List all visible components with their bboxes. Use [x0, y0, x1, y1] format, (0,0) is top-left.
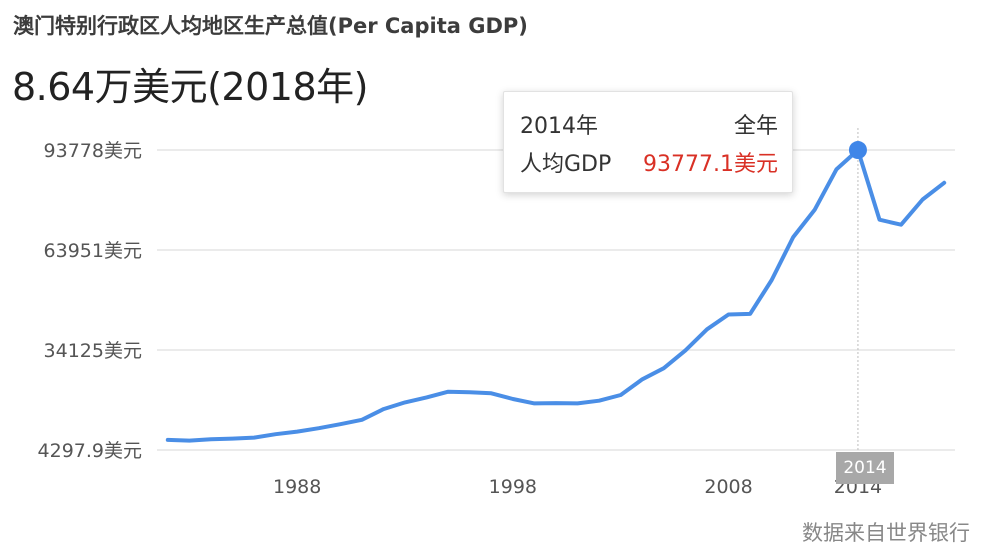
x-tick-label: 1998: [489, 476, 537, 498]
highlighted-point[interactable]: [848, 141, 867, 160]
y-axis-ticks: 93778美元 63951美元 34125美元 4297.9美元: [38, 140, 142, 462]
tooltip-period: 全年: [733, 114, 778, 139]
x-axis-ticks: 1988 1998 2008 2014: [273, 476, 882, 498]
x-tick-label: 2008: [704, 476, 752, 498]
chart-title: 澳门特别行政区人均地区生产总值(Per Capita GDP): [13, 14, 528, 38]
y-tick-label: 34125美元: [44, 340, 142, 362]
x-tick-label: 1988: [273, 476, 321, 498]
tooltip-metric: 人均GDP: [520, 152, 612, 177]
tooltip: 2014年 全年 人均GDP 93777.1美元: [503, 91, 793, 193]
series-line: [165, 148, 947, 443]
y-tick-label: 63951美元: [44, 240, 142, 262]
source-note: 数据来自世界银行: [802, 521, 970, 545]
y-tick-label: 4297.9美元: [38, 440, 142, 462]
hover-year-label: 2014: [836, 452, 894, 484]
tooltip-year: 2014年: [520, 114, 598, 139]
y-tick-label: 93778美元: [44, 140, 142, 162]
headline-value: 8.64万美元(2018年): [12, 65, 368, 109]
tooltip-value: 93777.1美元: [643, 152, 778, 177]
